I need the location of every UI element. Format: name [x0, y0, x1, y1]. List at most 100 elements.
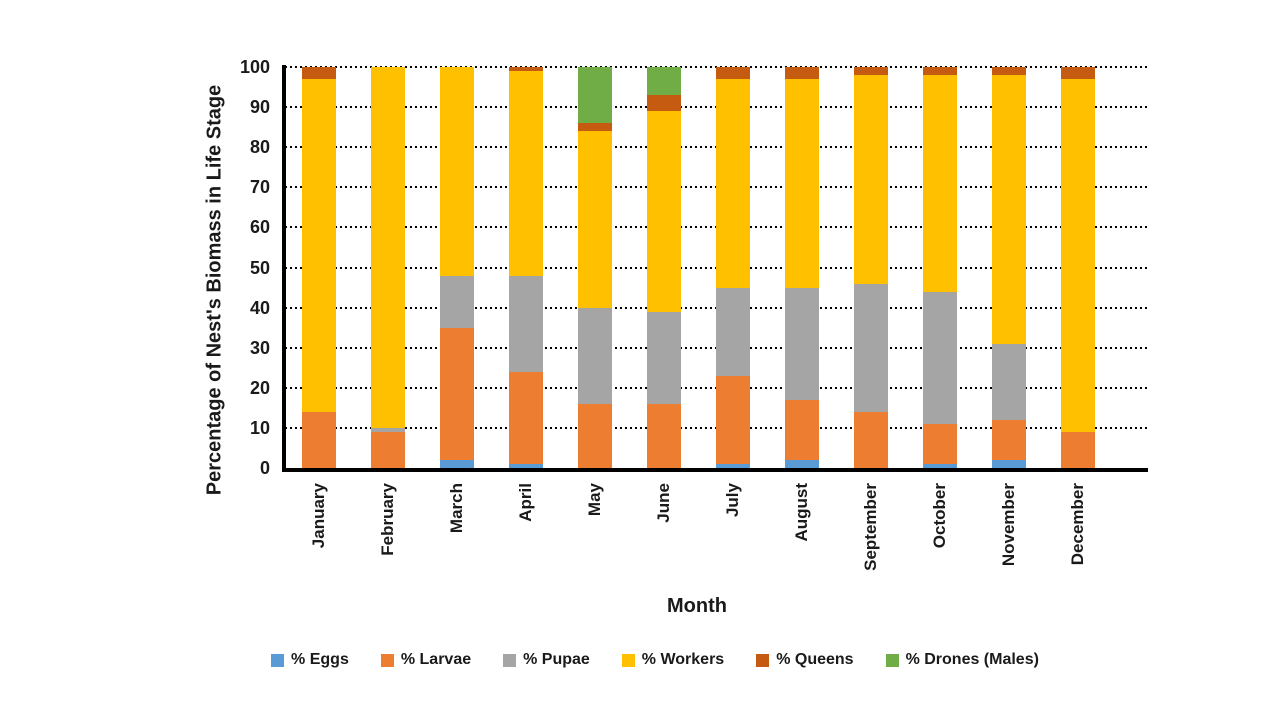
legend-item-queens: % Queens [756, 651, 854, 669]
x-tick-label-may: May [585, 483, 605, 517]
segment-workers-december [1060, 79, 1095, 432]
legend-item-pupae: % Pupae [503, 651, 590, 669]
x-tick-label-november: November [998, 483, 1018, 567]
legend-marker-queens [756, 653, 770, 667]
segment-workers-september [853, 75, 888, 284]
legend-marker-workers [621, 653, 635, 667]
segment-larvae-may [578, 403, 613, 468]
segment-queens-october [922, 67, 957, 76]
bar-june [647, 67, 682, 468]
segment-workers-january [302, 79, 337, 412]
bar-january [302, 67, 337, 468]
x-tick-label-march: March [447, 483, 467, 534]
segment-queens-july [715, 67, 750, 80]
segment-pupae-september [853, 283, 888, 412]
segment-pupae-february [371, 427, 406, 432]
y-tick-label-10: 10 [249, 417, 270, 438]
segment-larvae-march [440, 327, 475, 460]
segment-eggs-august [784, 459, 819, 468]
x-tick-label-august: August [791, 483, 811, 542]
segment-workers-february [371, 67, 406, 428]
y-tick-label-70: 70 [249, 177, 270, 198]
y-tick-label-80: 80 [249, 137, 270, 158]
x-tick-label-september: September [860, 483, 880, 571]
segment-pupae-may [578, 307, 613, 404]
bar-march [440, 67, 475, 468]
segment-drones-males-may [578, 67, 613, 124]
segment-eggs-july [715, 464, 750, 468]
segment-pupae-march [440, 275, 475, 328]
x-tick-label-october: October [929, 483, 949, 549]
segment-larvae-december [1060, 431, 1095, 468]
segment-eggs-october [922, 464, 957, 468]
segment-pupae-june [647, 311, 682, 404]
segment-workers-july [715, 79, 750, 288]
segment-queens-may [578, 123, 613, 132]
bar-april [509, 67, 544, 468]
legend-marker-drones-males [885, 653, 899, 667]
segment-workers-august [784, 79, 819, 288]
legend-label-eggs: % Eggs [291, 651, 349, 668]
segment-queens-june [647, 95, 682, 112]
segment-larvae-august [784, 399, 819, 460]
segment-queens-august [784, 67, 819, 80]
segment-workers-march [440, 67, 475, 276]
segment-pupae-july [715, 287, 750, 376]
x-tick-label-december: December [1067, 483, 1087, 566]
segment-eggs-march [440, 459, 475, 468]
legend-label-queens: % Queens [776, 651, 854, 668]
segment-larvae-april [509, 371, 544, 464]
segment-larvae-november [991, 419, 1026, 460]
segment-pupae-november [991, 343, 1026, 420]
bar-august [784, 67, 819, 468]
y-tick-label-0: 0 [259, 458, 270, 478]
x-tick-label-february: February [378, 483, 398, 556]
segment-drones-males-june [647, 67, 682, 96]
y-tick-label-20: 20 [249, 377, 270, 398]
segment-pupae-october [922, 291, 957, 424]
legend: % Eggs % Larvae % Pupae % Workers % Queens % … [30, 651, 1280, 669]
legend-label-larvae: % Larvae [400, 651, 472, 668]
segment-larvae-july [715, 375, 750, 464]
segment-pupae-april [509, 275, 544, 372]
x-axis-line [282, 468, 1148, 472]
segment-larvae-february [371, 431, 406, 468]
y-tick-label-60: 60 [249, 217, 270, 238]
gridline-100 [285, 66, 1148, 68]
segment-workers-may [578, 131, 613, 308]
y-tick-label-100: 100 [239, 57, 270, 77]
segment-queens-january [302, 67, 337, 80]
segment-larvae-october [922, 423, 957, 464]
legend-label-drones-males: % Drones (Males) [905, 651, 1039, 668]
y-axis-line [282, 65, 286, 472]
legend-item-workers: % Workers [621, 651, 725, 669]
x-tick-label-january: January [309, 483, 329, 549]
legend-label-pupae: % Pupae [523, 651, 590, 668]
segment-workers-november [991, 75, 1026, 344]
segment-larvae-september [853, 411, 888, 468]
bar-december [1060, 67, 1095, 468]
y-tick-label-50: 50 [249, 257, 270, 278]
legend-item-drones-males: % Drones (Males) [885, 651, 1039, 669]
x-tick-label-april: April [516, 483, 536, 522]
legend-item-eggs: % Eggs [271, 651, 349, 669]
segment-eggs-november [991, 459, 1026, 468]
y-tick-label-40: 40 [249, 297, 270, 318]
legend-label-workers: % Workers [641, 651, 725, 668]
segment-queens-december [1060, 67, 1095, 80]
legend-marker-eggs [271, 653, 285, 667]
segment-eggs-april [509, 464, 544, 468]
x-tick-label-july: July [722, 483, 742, 518]
segment-workers-april [509, 71, 544, 276]
y-tick-label-90: 90 [249, 97, 270, 118]
segment-queens-april [509, 67, 544, 72]
bar-july [715, 67, 750, 468]
segment-queens-september [853, 67, 888, 76]
legend-item-larvae: % Larvae [380, 651, 472, 669]
segment-larvae-january [302, 411, 337, 468]
segment-queens-november [991, 67, 1026, 76]
x-tick-label-june: June [654, 483, 674, 523]
x-axis-title: Month [667, 595, 727, 617]
segment-workers-june [647, 111, 682, 312]
